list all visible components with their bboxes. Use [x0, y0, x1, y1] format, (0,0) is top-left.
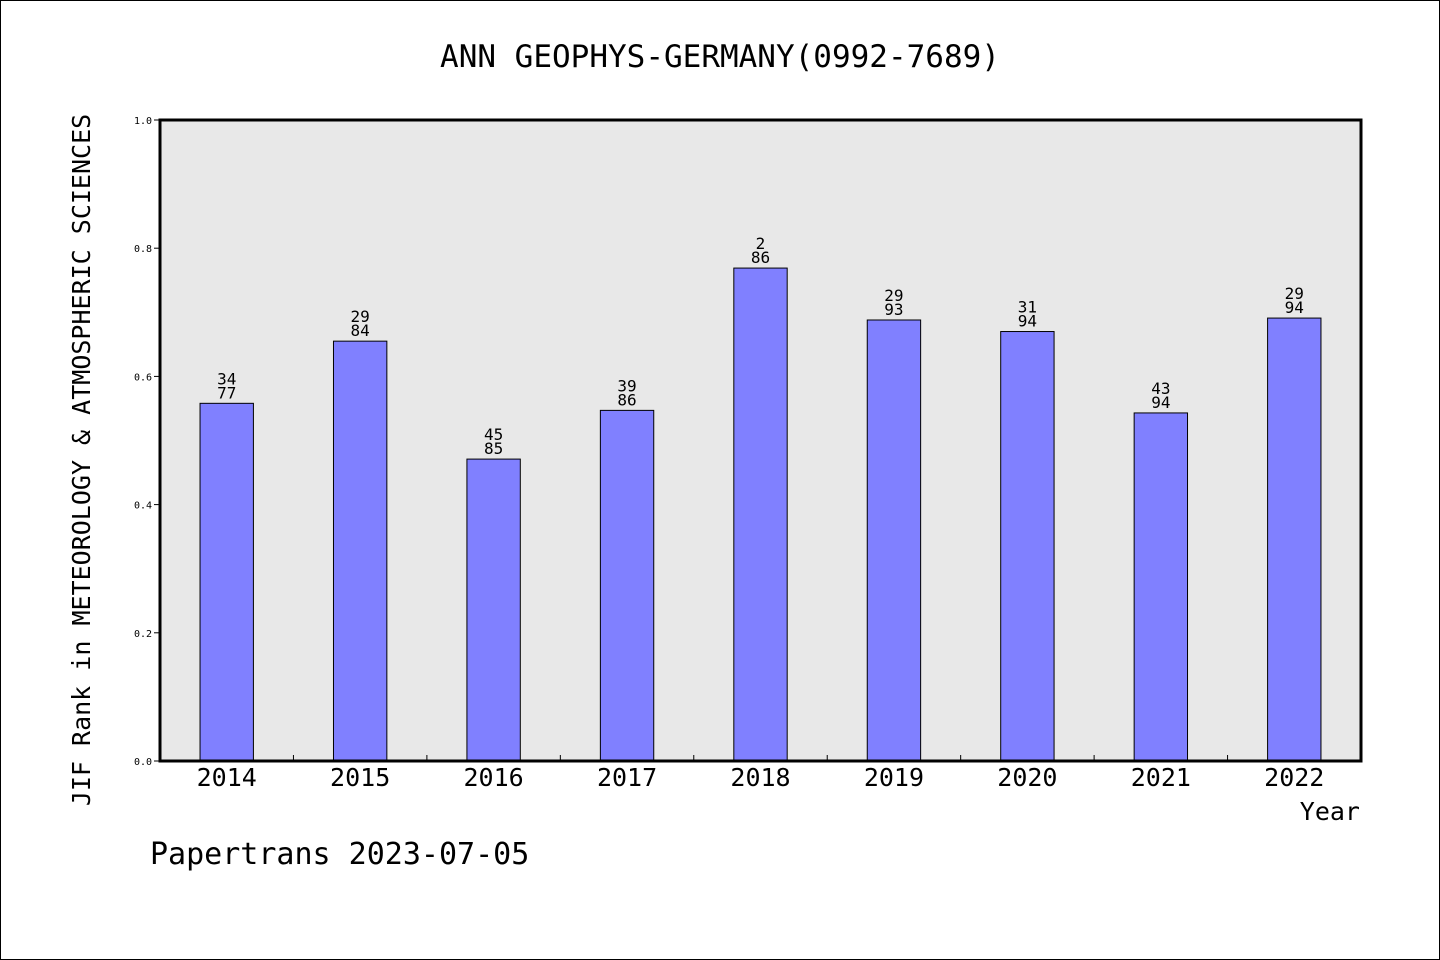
bar-label-total: 86: [617, 390, 636, 409]
x-tick-label: 2022: [1264, 763, 1324, 792]
x-tick-label: 2016: [464, 763, 524, 792]
bar-label-rank: 2: [756, 234, 766, 253]
x-tick-label: 2021: [1131, 763, 1191, 792]
y-tick-label: 0.2: [134, 629, 152, 640]
x-tick-label: 2018: [730, 763, 790, 792]
bar-label-rank: 43: [1151, 379, 1170, 398]
x-axis-ticks: 2014 2015 2016 2017 2018 2019 2020 2021 2022: [197, 755, 1324, 792]
bar-2022: [1267, 317, 1322, 762]
x-tick-label: 2020: [997, 763, 1057, 792]
footer-text: Papertrans 2023-07-05: [150, 837, 529, 872]
bar-label-rank: 39: [617, 376, 636, 395]
bar-label-total: 77: [217, 383, 236, 402]
bar-2017: [599, 409, 655, 762]
bar-label-rank: 29: [1285, 284, 1304, 303]
bar-label-total: 93: [884, 300, 903, 319]
bar-label-rank: 45: [484, 425, 503, 444]
bar-label-total: 86: [751, 248, 770, 267]
bar-label-total: 94: [1151, 393, 1170, 412]
bar-2014: [199, 402, 254, 762]
bar-2021: [1133, 412, 1189, 762]
bar-label-rank: 31: [1018, 298, 1037, 317]
bar-2016: [466, 458, 521, 762]
y-tick-label: 0.6: [134, 372, 152, 383]
bar-label-total: 94: [1285, 298, 1304, 317]
y-tick-label: 0.4: [134, 501, 152, 512]
plot-border: [158, 118, 1363, 763]
y-axis-ticks: 0.0 0.2 0.4 0.6 0.8 1.0: [134, 116, 160, 768]
bar-label-rank: 29: [884, 286, 903, 305]
bar-label-rank: 34: [217, 369, 236, 388]
bar-2019: [866, 319, 922, 762]
y-tick-label: 1.0: [134, 116, 152, 127]
y-tick-label: 0.8: [134, 244, 152, 255]
bar-2020: [1000, 331, 1055, 762]
bar-2015: [332, 340, 388, 762]
x-axis-label: Year: [1300, 797, 1360, 826]
x-tick-label: 2015: [330, 763, 390, 792]
x-tick-label: 2014: [197, 763, 257, 792]
y-tick-label: 0.0: [134, 757, 152, 768]
bar-2018: [733, 267, 788, 762]
bar-label-total: 85: [484, 439, 503, 458]
y-axis-label: JIF Rank in METEOROLOGY & ATMOSPHERIC SC…: [67, 114, 96, 806]
bar-label-total: 84: [351, 321, 370, 340]
x-tick-label: 2017: [597, 763, 657, 792]
bar-label-total: 94: [1018, 312, 1037, 331]
x-tick-label: 2019: [864, 763, 924, 792]
chart-title: ANN GEOPHYS-GERMANY(0992-7689): [440, 39, 1000, 75]
bar-label-rank: 29: [351, 307, 370, 326]
